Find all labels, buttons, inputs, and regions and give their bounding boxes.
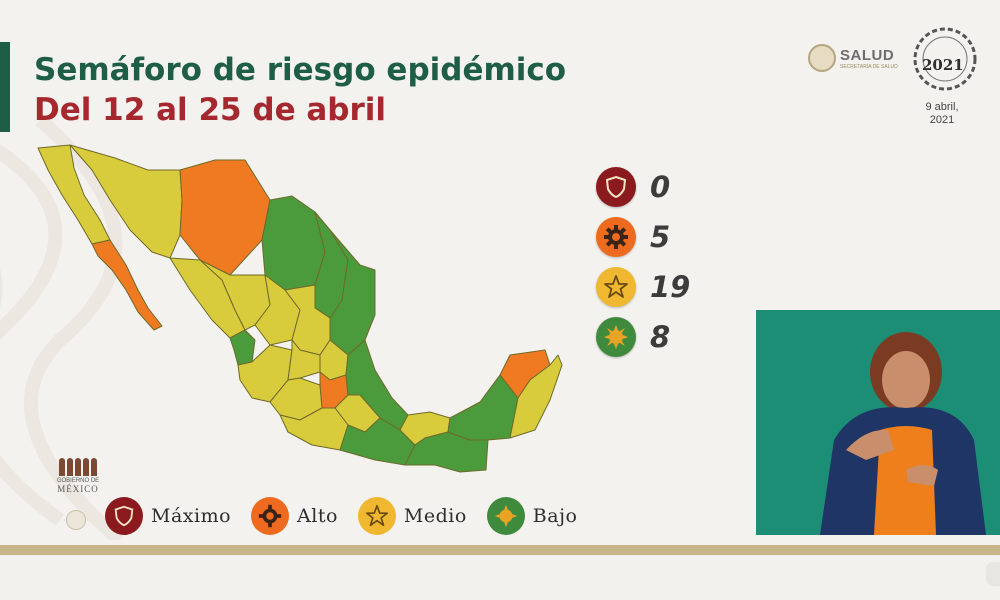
slide: Semáforo de riesgo epidémico Del 12 al 2… [0,27,1000,540]
state-sonora [69,144,183,259]
count-row-medio: 19 [596,262,690,312]
mexico-logo-line2: MÉXICO [57,484,99,494]
counts-panel: 0 5 19 8 [596,162,690,362]
state-chiapas [404,431,489,473]
shield-icon [105,497,143,535]
star-icon [596,267,636,307]
date-line2: 2021 [929,114,955,126]
bottom-bar [0,545,1000,555]
legend-label-maximo: Máximo [151,505,232,527]
coat-of-arms-icon [808,44,836,72]
legend-item-medio: Medio [357,497,467,535]
legend-label-medio: Medio [403,505,467,527]
accent-bar [0,42,10,132]
interpreter-figure [756,310,1000,535]
salud-logo: SALUD SECRETARÍA DE SALUD [808,44,898,72]
background-pattern [0,120,125,540]
count-alto: 5 [650,220,671,254]
count-bajo: 8 [650,320,671,354]
mexico-logo-line1: GOBIERNO DE [56,478,100,484]
shield-icon [596,167,636,207]
state-coahuila [261,195,326,291]
gear-icon [251,497,290,535]
seal-icon [66,510,86,530]
year-2021-logo [913,27,977,91]
gear-icon [596,217,636,257]
heroes-icon [48,458,108,478]
legend-label-bajo: Bajo [532,505,578,527]
state-chihuahua [179,159,271,276]
legend: Máximo Alto Medio Bajo [105,497,597,535]
salud-name: SALUD [840,46,895,64]
salud-sub: SECRETARÍA DE SALUD [840,63,898,70]
sun-icon [596,317,636,357]
sun-icon [486,497,525,535]
star-icon [357,497,396,535]
legend-item-bajo: Bajo [486,497,578,535]
date-label: 9 abril, 2021 [912,101,972,127]
legend-item-maximo: Máximo [105,497,231,535]
page-title: Semáforo de riesgo epidémico [34,52,567,88]
legend-label-alto: Alto [297,505,338,527]
sign-language-interpreter-video [756,310,1000,535]
page-subtitle: Del 12 al 25 de abril [34,92,387,128]
count-row-maximo: 0 [596,162,690,212]
state-quintana-roo [509,354,563,439]
count-medio: 19 [650,270,691,304]
state-guanajuato [287,339,321,381]
count-maximo: 0 [650,170,671,204]
legend-item-alto: Alto [251,497,338,535]
state-baja-california-sur [91,239,163,331]
year-label: 2021 [922,56,964,74]
date-line1: 9 abril, [925,101,959,113]
count-row-alto: 5 [596,212,690,262]
corner-logo [986,562,1000,586]
gobierno-mexico-logo: GOBIERNO DE MÉXICO [48,458,108,494]
mexico-map [37,144,563,473]
count-row-bajo: 8 [596,312,690,362]
